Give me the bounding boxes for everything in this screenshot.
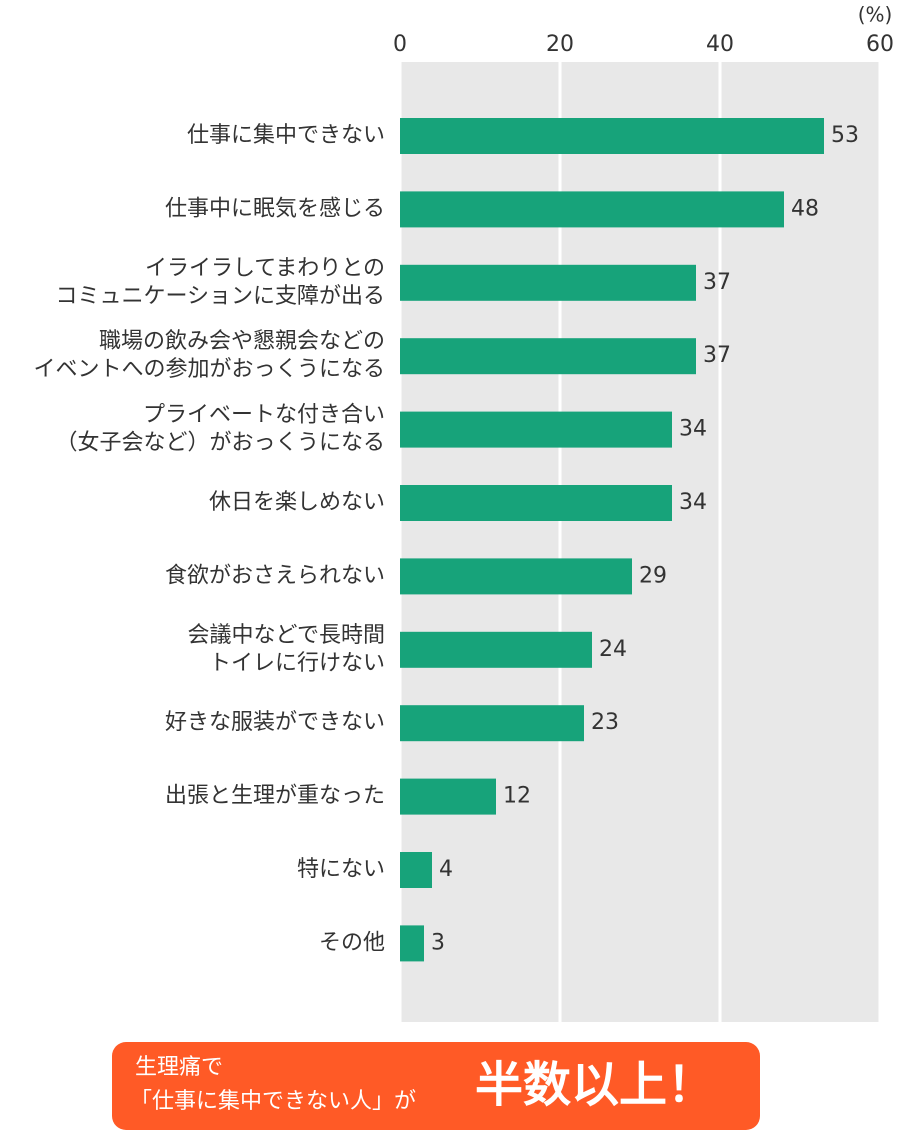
x-tick-label: 0 [393,32,407,57]
category-label: 出張と生理が重なった [165,784,385,809]
category-label-line: 好きな服装ができない [165,710,385,735]
category-label: 特にない [297,857,385,882]
category-label-line: トイレに行けない [209,651,385,676]
bar [400,778,496,815]
category-label: 食欲がおさえられない [165,563,385,588]
bar [400,558,632,595]
category-label: プライベートな付き合い （女子会など）がおっくうになる [55,403,385,456]
category-label-line: 会議中などで長時間 [187,623,385,648]
annotation-box [112,1042,760,1130]
value-label: 53 [831,123,859,148]
bar [400,852,432,888]
category-label: 仕事に集中できない [187,123,385,148]
bar [400,411,672,448]
annotation-emphasis: 半数以上！ [475,1057,715,1113]
value-label: 24 [599,637,627,662]
category-label: その他 [319,930,385,955]
category-label: 好きな服装ができない [165,710,385,735]
category-label-line: コミュニケーションに支障が出る [55,284,385,309]
bar [400,338,696,375]
value-label: 48 [791,196,819,221]
x-tick-label: 60 [866,32,894,57]
category-label-line: 出張と生理が重なった [165,784,385,809]
unit-label: (%) [858,3,893,27]
category-label: 休日を楽しめない [209,490,385,515]
bar [400,705,584,742]
x-tick-label: 40 [706,32,734,57]
category-label-line: プライベートな付き合い [143,403,385,428]
value-label: 3 [431,930,445,955]
category-label-line: 食欲がおさえられない [165,563,385,588]
category-label-line: 仕事に集中できない [187,123,385,148]
category-label-line: 職場の飲み会や懇親会などの [99,329,385,354]
annotation-line: 生理痛で [135,1055,223,1080]
category-label-line: イベントへの参加がおっくうになる [33,357,385,382]
value-label: 4 [439,857,453,882]
category-label-line: その他 [319,930,385,955]
value-label: 37 [703,343,731,368]
category-label: 仕事中に眠気を感じる [165,196,385,221]
category-label: 会議中などで長時間トイレに行けない [187,623,385,676]
value-label: 12 [503,784,531,809]
bar [400,925,424,962]
category-label-line: 特にない [297,857,385,882]
category-label-line: 仕事中に眠気を感じる [165,196,385,221]
bar [400,485,672,521]
value-label: 37 [703,270,731,295]
value-label: 34 [679,417,707,442]
category-label-line: イライラしてまわりとの [145,256,385,281]
category-label: 職場の飲み会や懇親会などのイベントへの参加がおっくうになる [33,329,385,382]
category-label: イライラしてまわりとのコミュニケーションに支障が出る [55,256,385,309]
category-label-line: （女子会など）がおっくうになる [55,431,385,456]
bar [400,191,784,228]
bar [400,118,824,154]
value-label: 29 [639,563,667,588]
bar [400,631,592,668]
x-tick-label: 20 [546,32,574,57]
value-label: 23 [591,710,619,735]
bar [400,264,696,301]
category-label-line: 休日を楽しめない [209,490,385,515]
annotation-line: 「仕事に集中できない人」が [130,1089,416,1114]
value-label: 34 [679,490,707,515]
